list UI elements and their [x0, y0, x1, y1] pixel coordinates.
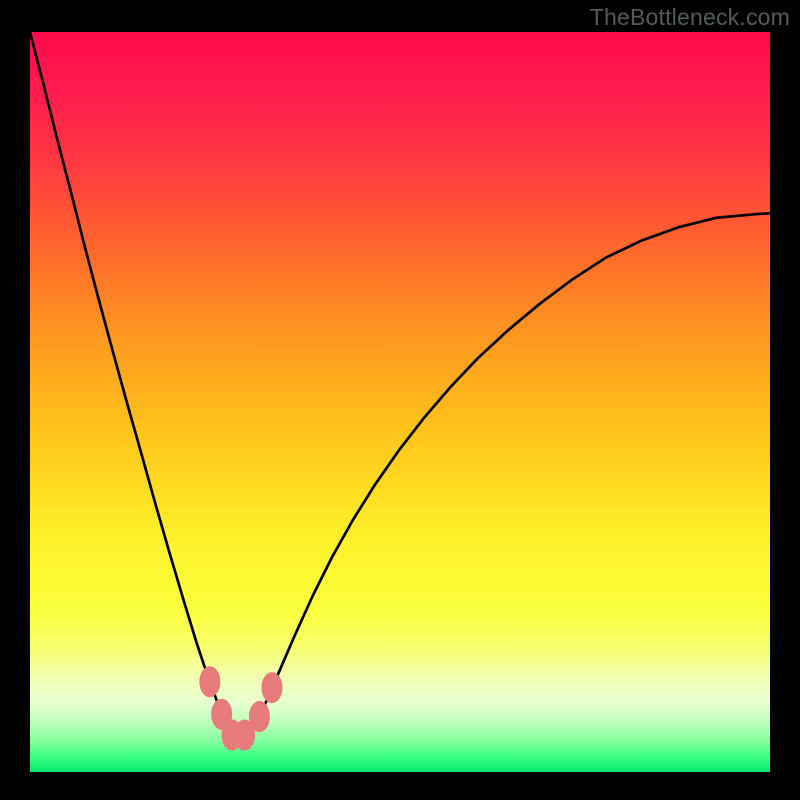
bottleneck-chart: [0, 0, 800, 800]
stage: TheBottleneck.com: [0, 0, 800, 800]
watermark-text: TheBottleneck.com: [590, 4, 790, 31]
marker-dot: [249, 702, 269, 732]
marker-dot: [262, 673, 282, 703]
marker-dot: [200, 667, 220, 697]
plot-background: [30, 32, 770, 772]
